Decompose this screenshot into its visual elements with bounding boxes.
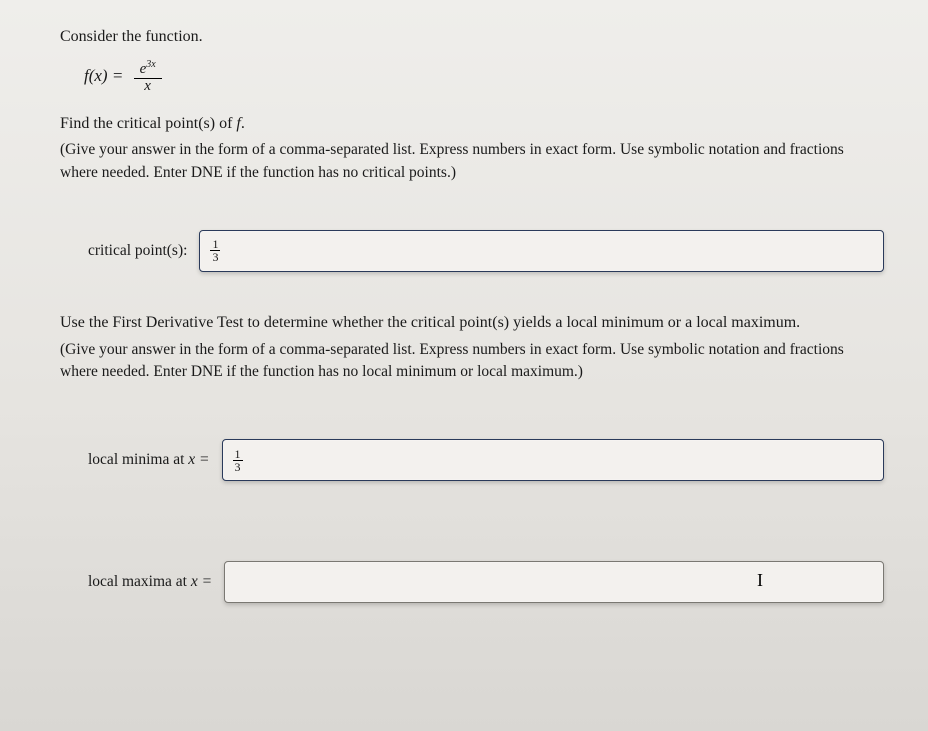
- q1-sub1: (Give your answer in the form of a comma…: [60, 140, 884, 161]
- formula-den: x: [134, 79, 162, 95]
- row-local-maxima: local maxima at x = I: [88, 561, 884, 603]
- row-critical-points: critical point(s): 1 3: [88, 230, 884, 272]
- q1-sub2: where needed. Enter DNE if the function …: [60, 163, 884, 184]
- label-critical: critical point(s):: [88, 242, 187, 260]
- input-critical-points[interactable]: 1 3: [199, 230, 884, 272]
- prompt-find-critical: Find the critical point(s) of f.: [60, 113, 884, 135]
- prompt-consider: Consider the function.: [60, 28, 884, 46]
- prompt-first-derivative: Use the First Derivative Test to determi…: [60, 312, 884, 334]
- q2-sub1: (Give your answer in the form of a comma…: [60, 340, 884, 361]
- value-minima-frac: 1 3: [233, 448, 243, 473]
- input-local-maxima[interactable]: I: [224, 561, 884, 603]
- formula-lhs: f(x) =: [84, 66, 123, 85]
- value-critical-frac: 1 3: [210, 238, 220, 263]
- formula: f(x) = e3x x: [84, 60, 884, 95]
- text-cursor-icon: I: [757, 570, 763, 591]
- input-local-minima[interactable]: 1 3: [222, 439, 884, 481]
- formula-fraction: e3x x: [134, 60, 162, 95]
- formula-num-exp: 3x: [146, 59, 155, 70]
- label-maxima: local maxima at x =: [88, 573, 212, 591]
- label-minima: local minima at x =: [88, 451, 210, 469]
- row-local-minima: local minima at x = 1 3: [88, 439, 884, 481]
- worksheet-page: Consider the function. f(x) = e3x x Find…: [0, 0, 928, 731]
- q2-sub2: where needed. Enter DNE if the function …: [60, 362, 884, 383]
